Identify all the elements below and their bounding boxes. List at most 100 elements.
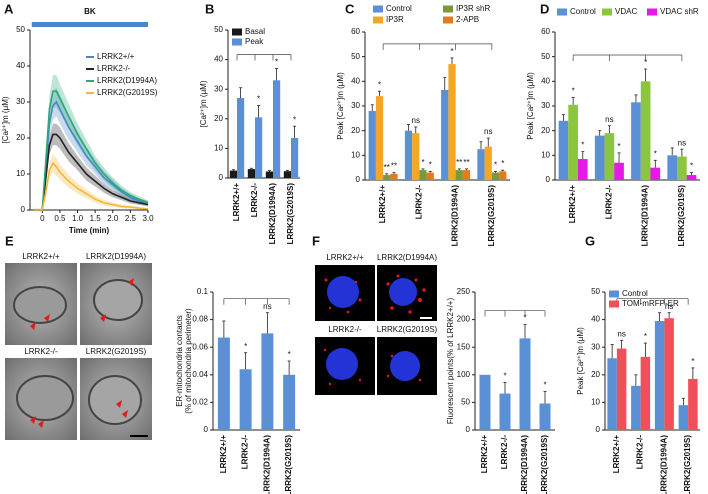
y-tick-label: 150 bbox=[457, 342, 471, 351]
bar bbox=[455, 170, 463, 180]
y-tick-label: 10 bbox=[541, 150, 550, 159]
x-tick-label: LRRK2+/+ bbox=[219, 435, 228, 474]
bar bbox=[283, 374, 296, 430]
y-tick-label: 30 bbox=[16, 97, 25, 106]
legend-swatch bbox=[373, 5, 383, 13]
mitochondrion bbox=[16, 375, 74, 421]
y-tick-label: 10 bbox=[214, 144, 223, 153]
legend-label: Control bbox=[622, 289, 648, 298]
y-tick-label: 10 bbox=[16, 169, 25, 178]
bar bbox=[479, 374, 491, 430]
panel-letter: B bbox=[205, 1, 214, 16]
legend-swatch bbox=[443, 5, 453, 13]
y-tick-label: 0 bbox=[466, 425, 471, 434]
bar bbox=[604, 133, 615, 180]
y-tick-label: 0.06 bbox=[192, 342, 208, 351]
y-tick-label: 0.1 bbox=[197, 287, 209, 296]
nucleus bbox=[326, 348, 358, 380]
x-tick-label: 2.0 bbox=[107, 214, 119, 223]
significance: ns bbox=[263, 302, 271, 311]
line bbox=[33, 133, 149, 211]
bar bbox=[217, 337, 230, 430]
bar bbox=[229, 170, 237, 178]
fluorescence-images bbox=[315, 265, 437, 395]
y-tick-label: 0 bbox=[546, 175, 551, 184]
significance: * bbox=[293, 115, 296, 124]
significance: * bbox=[275, 58, 278, 67]
panel-letter: G bbox=[585, 233, 595, 248]
panel-letter: E bbox=[5, 233, 14, 248]
image-label: LRRK2(D1994A) bbox=[377, 253, 437, 262]
legend-label: Control bbox=[386, 4, 412, 13]
y-tick-label: 0 bbox=[219, 173, 224, 182]
x-tick-label: 1.0 bbox=[72, 214, 84, 223]
significance: * bbox=[244, 342, 247, 351]
x-tick-label: LRRK2+/+ bbox=[480, 435, 489, 474]
x-tick-label: 3.0 bbox=[142, 214, 154, 223]
x-tick-label: LRRK2-/- bbox=[500, 435, 509, 470]
x-tick-label: 0 bbox=[40, 214, 45, 223]
y-tick-label: 50 bbox=[16, 25, 25, 34]
bar bbox=[616, 348, 627, 430]
y-axis-label: (% of mitochondria perimeter) bbox=[184, 308, 193, 414]
bar bbox=[607, 358, 617, 430]
significance: ns bbox=[617, 329, 625, 338]
bar bbox=[631, 102, 641, 180]
y-tick-label: 30 bbox=[591, 342, 600, 351]
y-tick-label: 50 bbox=[591, 287, 600, 296]
image-label: LRRK2(G2019S) bbox=[377, 325, 438, 334]
legend-label: VDAC shR bbox=[660, 7, 699, 16]
stimulus-bar bbox=[31, 22, 149, 27]
significance: * bbox=[378, 80, 381, 89]
significance: * bbox=[581, 141, 584, 150]
significance: ** bbox=[391, 162, 397, 171]
line bbox=[33, 90, 149, 211]
bar bbox=[640, 356, 651, 430]
y-tick-label: 20 bbox=[351, 126, 360, 135]
legend-label: 2-APB bbox=[456, 15, 479, 24]
x-tick-label: LRRK2(D1994A) bbox=[268, 183, 277, 245]
legend-swatch bbox=[609, 290, 619, 298]
legend-label: IP3R shR bbox=[456, 4, 490, 13]
y-tick-label: 50 bbox=[214, 25, 223, 34]
panel-letter: F bbox=[312, 233, 320, 248]
error-band bbox=[33, 154, 148, 211]
significance: * bbox=[617, 142, 620, 151]
x-tick-label: LRRK2-/- bbox=[636, 435, 645, 470]
x-tick-label: LRRK2+/+ bbox=[378, 185, 387, 224]
bar bbox=[419, 170, 427, 180]
arrowhead bbox=[30, 322, 36, 330]
arrowhead bbox=[44, 314, 50, 322]
significance: * bbox=[494, 160, 497, 169]
bar bbox=[477, 149, 485, 180]
y-tick-label: 100 bbox=[457, 370, 471, 379]
y-tick-label: 20 bbox=[541, 126, 550, 135]
y-tick-label: 50 bbox=[461, 398, 470, 407]
y-axis-label: ER-mitochondria contacts bbox=[175, 315, 184, 407]
bar bbox=[539, 403, 551, 430]
x-tick-label: 2.5 bbox=[125, 214, 137, 223]
bar bbox=[412, 133, 420, 180]
x-tick-label: LRRK2(G2019S) bbox=[540, 435, 549, 494]
x-tick-label: LRRK2(G2019S) bbox=[677, 185, 686, 247]
bar bbox=[650, 167, 661, 180]
bar bbox=[390, 173, 398, 180]
legend-label: LRRK2(D1994A) bbox=[97, 76, 157, 85]
significance: * bbox=[523, 314, 526, 323]
legend-swatch bbox=[557, 8, 567, 16]
bar bbox=[677, 156, 687, 180]
x-tick-label: 1.5 bbox=[90, 214, 102, 223]
bar bbox=[291, 138, 299, 178]
significance: * bbox=[543, 380, 546, 389]
x-tick-label: 0.5 bbox=[54, 214, 66, 223]
arrowhead bbox=[100, 314, 106, 322]
significance: * bbox=[691, 357, 694, 366]
bar bbox=[283, 171, 291, 178]
bar bbox=[688, 378, 698, 430]
arrowhead bbox=[30, 416, 36, 424]
y-tick-label: 10 bbox=[351, 150, 360, 159]
y-axis-label: Peak [Ca²⁺]m (μM) bbox=[526, 72, 535, 140]
y-axis-label: Peak [Ca²⁺]m (μM) bbox=[576, 327, 585, 395]
bar bbox=[273, 80, 281, 178]
